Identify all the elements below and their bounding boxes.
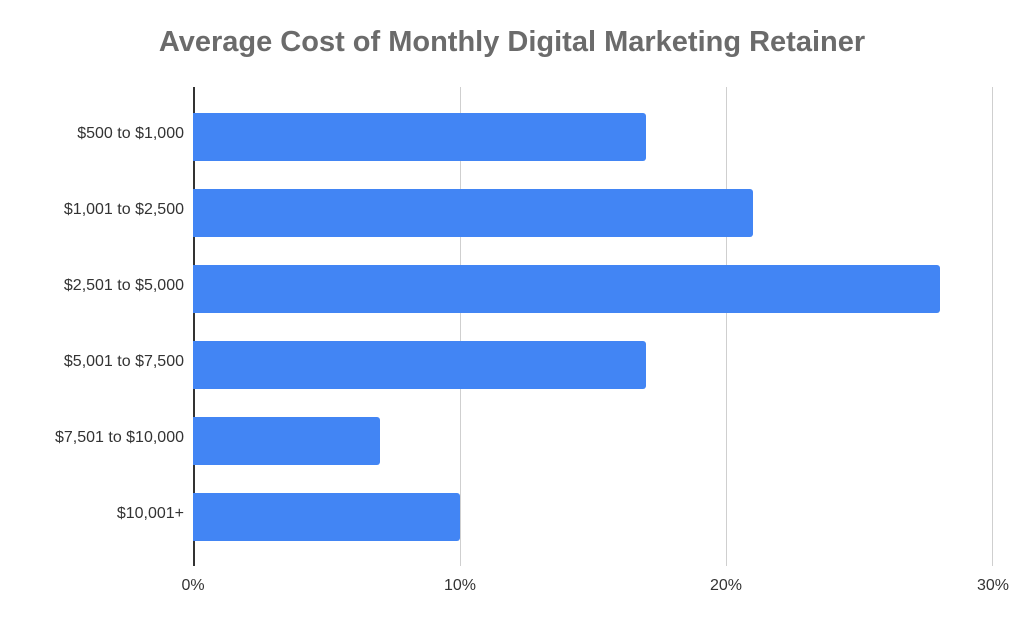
category-label: $5,001 to $7,500 — [63, 353, 184, 370]
y-axis-line — [193, 87, 195, 566]
bar-7501-10000 — [193, 417, 380, 465]
category-label: $500 to $1,000 — [77, 125, 184, 142]
gridline-30 — [992, 87, 993, 566]
gridline-20 — [726, 87, 727, 566]
plot-area — [193, 87, 993, 566]
bar-10001-plus — [193, 493, 460, 541]
bar-1001-2500 — [193, 189, 753, 237]
x-tick-label: 0% — [181, 577, 205, 594]
x-tick-label: 20% — [709, 577, 743, 594]
chart-title: Average Cost of Monthly Digital Marketin… — [158, 26, 866, 58]
category-label: $7,501 to $10,000 — [54, 429, 184, 446]
bar-5001-7500 — [193, 341, 647, 389]
x-tick-label: 30% — [976, 577, 1010, 594]
category-label: $1,001 to $2,500 — [63, 201, 184, 218]
category-label: $2,501 to $5,000 — [63, 277, 184, 294]
bar-2501-5000 — [193, 265, 940, 313]
category-label: $10,001+ — [116, 505, 184, 522]
bar-500-1000 — [193, 113, 647, 161]
x-tick-label: 10% — [443, 577, 477, 594]
gridline-10 — [460, 87, 461, 566]
